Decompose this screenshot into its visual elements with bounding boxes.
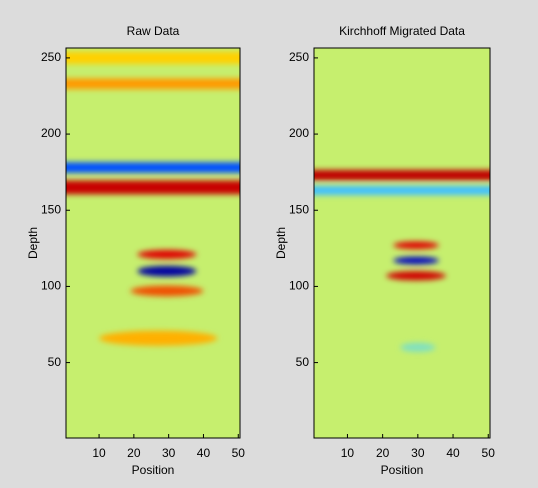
- band: [314, 185, 490, 196]
- axes-frame: [313, 47, 491, 439]
- image: [66, 51, 240, 346]
- x-tick-label: 20: [127, 446, 141, 460]
- y-tick-label: 50: [48, 355, 62, 369]
- x-tick-label: 50: [482, 446, 496, 460]
- y-tick-label: 150: [289, 202, 309, 216]
- x-tick-label: 40: [197, 446, 211, 460]
- band: [66, 180, 240, 195]
- band: [314, 169, 490, 181]
- y-tick-label: 250: [41, 50, 61, 64]
- band: [137, 265, 197, 277]
- axes-title: Kirchhoff Migrated Data: [339, 24, 465, 38]
- x-tick-label: 20: [376, 446, 390, 460]
- band: [66, 162, 240, 173]
- y-tick-label: 150: [41, 202, 61, 216]
- y-tick-label: 200: [41, 126, 61, 140]
- image: [314, 169, 490, 352]
- x-tick-label: 40: [446, 446, 460, 460]
- plot-background: [66, 48, 240, 438]
- x-tick-label: 10: [92, 446, 106, 460]
- band: [400, 342, 436, 352]
- x-tick-label: 50: [232, 446, 246, 460]
- band: [393, 241, 439, 250]
- x-tick-label: 30: [411, 446, 425, 460]
- y-axis-label: Depth: [274, 227, 288, 259]
- y-tick-label: 100: [289, 279, 309, 293]
- band: [393, 256, 439, 265]
- y-tick-label: 200: [289, 126, 309, 140]
- band: [66, 78, 240, 90]
- x-axis-label: Position: [381, 463, 424, 477]
- y-axis-label: Depth: [26, 227, 40, 259]
- band: [137, 249, 197, 259]
- band: [66, 51, 240, 64]
- band: [386, 271, 446, 281]
- band: [130, 285, 204, 297]
- y-tick-label: 250: [289, 50, 309, 64]
- axes-title: Raw Data: [127, 24, 180, 38]
- band: [99, 330, 218, 346]
- x-tick-label: 10: [341, 446, 355, 460]
- x-axis-label: Position: [132, 463, 175, 477]
- x-tick-label: 30: [162, 446, 176, 460]
- y-tick-label: 100: [41, 279, 61, 293]
- axes-frame: [65, 47, 241, 439]
- y-tick-label: 50: [296, 355, 310, 369]
